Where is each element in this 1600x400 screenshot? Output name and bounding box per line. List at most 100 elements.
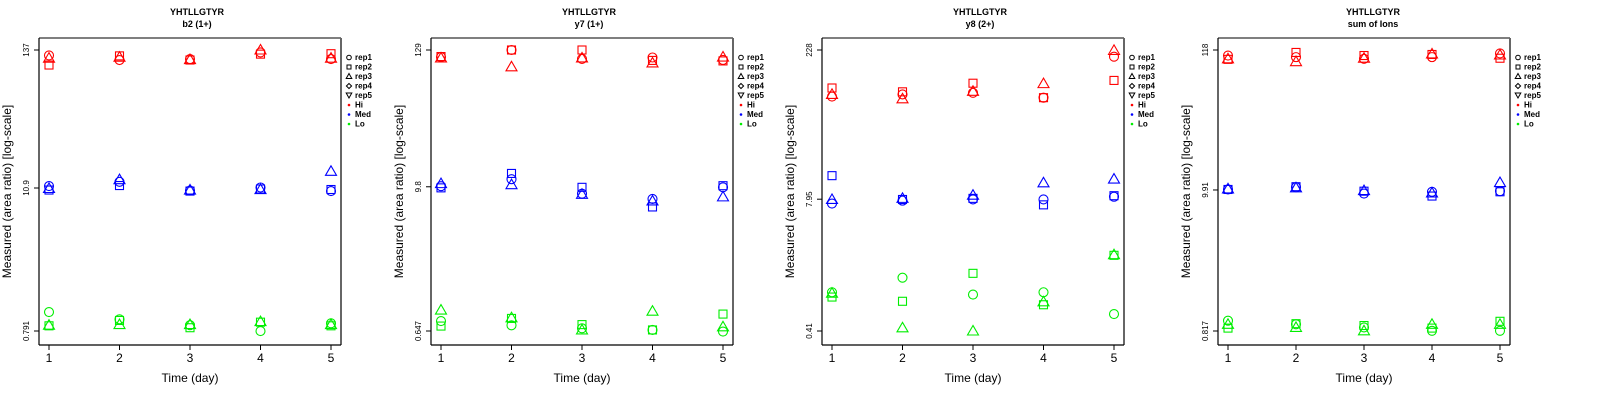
legend-label-rep4: rep4 bbox=[355, 82, 372, 91]
data-point-hi-rep1-day3 bbox=[967, 87, 979, 98]
data-point-med-rep2-day2 bbox=[506, 168, 517, 178]
data-point-med-rep2-day4 bbox=[1427, 191, 1437, 201]
legend-symbol-hi bbox=[739, 103, 743, 107]
legend-label-rep1: rep1 bbox=[1138, 53, 1155, 62]
data-point-lo-rep2-day5 bbox=[718, 309, 728, 319]
data-point-lo-rep3-day4 bbox=[1037, 295, 1050, 307]
legend-label-rep1: rep1 bbox=[1524, 53, 1541, 62]
data-point-lo-rep2-day4 bbox=[255, 317, 266, 327]
data-point-hi-rep3-day5 bbox=[716, 50, 730, 62]
data-point-hi-rep2-day3 bbox=[577, 45, 587, 55]
data-point-lo-rep1-day4 bbox=[1426, 325, 1438, 336]
legend-symbol-med bbox=[1516, 113, 1520, 116]
data-point-med-rep3-day5 bbox=[716, 190, 730, 202]
legend-symbol-rep4 bbox=[737, 82, 745, 90]
data-point-hi-rep3-day5 bbox=[1107, 43, 1121, 55]
data-point-lo-rep2-day5 bbox=[1495, 316, 1505, 326]
legend-label-rep2: rep2 bbox=[747, 63, 764, 72]
legend-label-rep3: rep3 bbox=[355, 72, 372, 81]
data-point-hi-rep2-day5 bbox=[1109, 75, 1119, 85]
x-tick-label: 4 bbox=[649, 351, 656, 365]
data-point-lo-rep2-day2 bbox=[1291, 319, 1301, 329]
data-point-med-rep3-day3 bbox=[1357, 184, 1371, 196]
data-point-med-rep3-day2 bbox=[896, 191, 909, 203]
legend-symbol-rep5 bbox=[1128, 92, 1136, 100]
data-point-med-rep1-day5 bbox=[325, 186, 337, 197]
x-tick-label: 2 bbox=[508, 351, 515, 365]
data-point-hi-rep3-day4 bbox=[1037, 77, 1050, 89]
data-point-lo-rep2-day5 bbox=[1109, 250, 1119, 260]
legend-label-rep1: rep1 bbox=[355, 53, 372, 62]
data-point-lo-rep1-day1 bbox=[1222, 315, 1234, 326]
legend-symbol-lo bbox=[1130, 122, 1134, 126]
data-point-lo-rep1-day1 bbox=[43, 306, 55, 318]
data-point-med-rep3-day1 bbox=[1221, 182, 1235, 194]
data-point-lo-rep2-day1 bbox=[44, 321, 54, 331]
legend-symbol-rep4 bbox=[1514, 82, 1522, 90]
legend-symbol-rep1 bbox=[738, 54, 744, 61]
legend-label-med: Med bbox=[1524, 110, 1540, 119]
data-point-lo-rep3-day4 bbox=[254, 314, 267, 327]
chart-title: YHTLLGTYR bbox=[1346, 7, 1400, 17]
data-point-hi-rep1-day2 bbox=[1290, 52, 1302, 63]
data-point-hi-rep3-day3 bbox=[966, 84, 980, 96]
legend-symbol-rep1 bbox=[346, 54, 352, 61]
chart-subtitle: sum of Ions bbox=[1348, 19, 1399, 29]
chart-panel-4: YHTLLGTYR sum of Ions 0.817 9.91 118 1 2 3 4 5 Tim… bbox=[1179, 7, 1541, 385]
legend-label-rep4: rep4 bbox=[747, 82, 764, 91]
data-point-med-rep2-day5 bbox=[718, 181, 728, 191]
data-point-med-rep2-day3 bbox=[1359, 186, 1369, 196]
legend-symbol-rep1 bbox=[1515, 54, 1521, 61]
x-tick-label: 4 bbox=[1429, 351, 1436, 365]
y-tick-label: 0.41 bbox=[805, 323, 814, 339]
data-point-med-rep2-day5 bbox=[1109, 191, 1119, 201]
x-tick-label: 5 bbox=[1497, 351, 1504, 365]
data-point-lo-rep3-day3 bbox=[966, 324, 980, 336]
data-point-med-rep3-day3 bbox=[575, 187, 589, 199]
chart-title: YHTLLGTYR bbox=[170, 7, 224, 17]
data-point-lo-rep3-day1 bbox=[1221, 317, 1235, 329]
legend-label-rep3: rep3 bbox=[1524, 72, 1541, 81]
data-point-hi-rep3-day3 bbox=[183, 52, 197, 65]
x-axis-label: Time (day) bbox=[945, 371, 1002, 385]
y-tick-label: 0.647 bbox=[414, 320, 423, 341]
x-tick-label: 3 bbox=[970, 351, 977, 365]
legend-label-lo: Lo bbox=[1138, 120, 1148, 129]
data-point-lo-rep3-day3 bbox=[1357, 324, 1371, 336]
data-point-lo-rep3-day5 bbox=[1107, 248, 1121, 260]
legend-symbol-rep5 bbox=[737, 92, 745, 100]
data-point-hi-rep3-day4 bbox=[254, 43, 267, 55]
data-point-med-rep2-day2 bbox=[114, 180, 125, 191]
data-point-lo-rep2-day2 bbox=[114, 315, 125, 325]
data-point-med-rep3-day5 bbox=[1107, 172, 1121, 184]
legend-symbol-hi bbox=[1516, 103, 1520, 107]
legend-label-rep5: rep5 bbox=[1524, 91, 1541, 100]
data-point-med-rep3-day4 bbox=[1425, 186, 1439, 198]
y-tick-label: 7.95 bbox=[805, 191, 814, 207]
data-point-med-rep3-day3 bbox=[966, 188, 980, 200]
data-point-hi-rep3-day1 bbox=[1221, 52, 1235, 64]
data-point-lo-rep1-day4 bbox=[647, 324, 658, 335]
y-axis-label: Measured (area ratio) [log-scale] bbox=[392, 105, 406, 278]
data-point-lo-rep3-day3 bbox=[183, 317, 197, 330]
data-point-hi-rep2-day3 bbox=[1359, 50, 1369, 61]
data-point-lo-rep2-day3 bbox=[968, 268, 978, 278]
y-axis-label: Measured (area ratio) [log-scale] bbox=[783, 105, 797, 278]
data-point-lo-rep3-day1 bbox=[825, 286, 839, 298]
data-point-hi-rep3-day2 bbox=[896, 92, 909, 104]
legend-symbol-med bbox=[739, 113, 743, 116]
data-point-hi-rep2-day4 bbox=[1038, 93, 1049, 103]
data-point-med-rep3-day3 bbox=[183, 183, 197, 195]
data-point-lo-rep1-day3 bbox=[967, 289, 979, 300]
data-point-hi-rep1-day5 bbox=[1108, 51, 1120, 62]
chart-panel-2: YHTLLGTYR y7 (1+) 0.647 9.8 129 1 2 3 4 5 Time (da… bbox=[392, 7, 764, 385]
legend-label-rep3: rep3 bbox=[747, 72, 764, 81]
legend-label-med: Med bbox=[355, 110, 371, 119]
data-point-lo-rep3-day2 bbox=[113, 317, 126, 330]
legend-symbol-rep4 bbox=[1128, 82, 1136, 90]
data-point-hi-rep3-day2 bbox=[505, 60, 518, 72]
legend-label-hi: Hi bbox=[747, 101, 755, 110]
data-point-hi-rep3-day5 bbox=[324, 51, 338, 63]
